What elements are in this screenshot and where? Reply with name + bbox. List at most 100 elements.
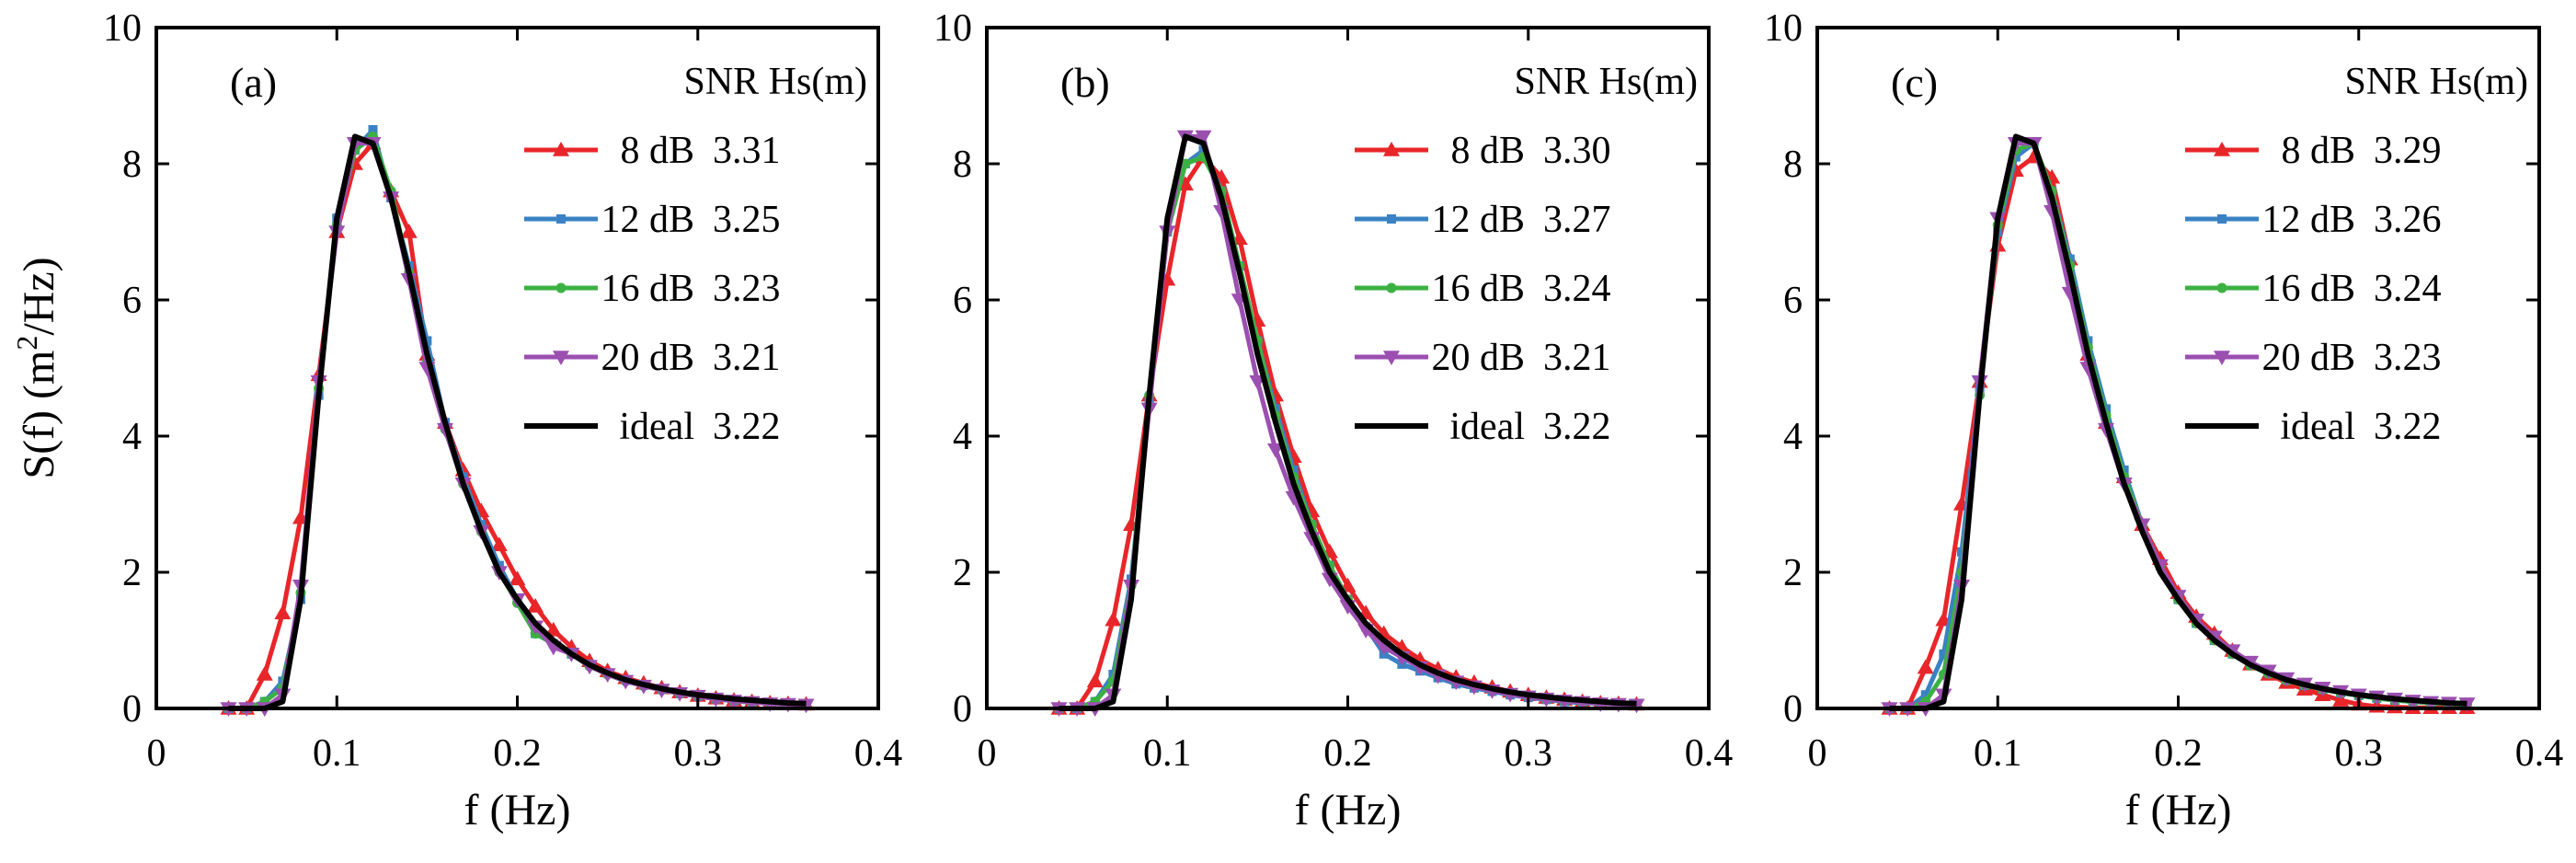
legend-series-name: 20 dB bbox=[1431, 337, 1525, 379]
legend-item: 16 dB 3.24 bbox=[2185, 268, 2442, 310]
x-tick-label: 0 bbox=[978, 732, 997, 775]
series-5 bbox=[1059, 133, 1637, 711]
legend-series-name: 16 dB bbox=[1431, 268, 1525, 310]
data-point bbox=[490, 536, 508, 552]
legend-series-name: ideal bbox=[2280, 406, 2355, 448]
data-point bbox=[509, 570, 526, 586]
y-tick-label: 0 bbox=[1783, 688, 1803, 731]
legend-item: 16 dB 3.23 bbox=[524, 268, 781, 310]
legend-marker bbox=[1383, 142, 1400, 156]
y-tick-label: 10 bbox=[1764, 7, 1803, 50]
legend-hs-value: 3.21 bbox=[1543, 337, 1611, 379]
data-point bbox=[256, 666, 273, 681]
legend-item: 12 dB 3.25 bbox=[524, 199, 781, 241]
x-tick-label: 0.3 bbox=[1505, 732, 1553, 775]
legend-series-name: 12 dB bbox=[601, 199, 694, 241]
y-tick-label: 8 bbox=[953, 144, 972, 186]
legend: SNR Hs(m) 8 dB 3.29 12 dB 3.26 16 dB 3.24 20 dB… bbox=[2185, 61, 2528, 448]
x-tick-label: 0.1 bbox=[1143, 732, 1192, 775]
chart-panel-1: 0 0.1 0.2 0.3 0.4 0 2 4 6 8 10 f (Hz) S(f) (m2/Hz) (a… bbox=[10, 7, 902, 834]
legend-series-name: 16 dB bbox=[2261, 268, 2355, 310]
legend-item: 16 dB 3.24 bbox=[1355, 268, 1611, 310]
data-point bbox=[1086, 673, 1104, 688]
series-5 bbox=[228, 133, 807, 711]
legend-marker bbox=[2214, 351, 2230, 365]
x-tick-label: 0 bbox=[147, 732, 166, 775]
y-axis-label: S(f) (m2/Hz) bbox=[10, 257, 63, 478]
data-point bbox=[400, 224, 418, 238]
legend-item: 8 dB 3.31 bbox=[524, 130, 781, 172]
legend-hs-value: 3.26 bbox=[2374, 199, 2442, 241]
legend-marker bbox=[1386, 282, 1397, 293]
legend-hs-value: 3.23 bbox=[2374, 337, 2442, 379]
legend-hs-value: 3.30 bbox=[1543, 130, 1611, 172]
legend-hs-value: 3.22 bbox=[2374, 406, 2442, 448]
y-tick-label: 8 bbox=[1783, 144, 1803, 186]
data-point bbox=[1195, 130, 1212, 145]
data-point bbox=[274, 604, 292, 620]
y-tick-label: 6 bbox=[953, 280, 972, 322]
data-point bbox=[368, 125, 378, 134]
legend-marker bbox=[1387, 214, 1396, 224]
legend-hs-value: 3.22 bbox=[713, 406, 781, 448]
legend-marker bbox=[553, 351, 569, 365]
chart-panel-3: 0 0.1 0.2 0.3 0.4 0 2 4 6 8 10 f (Hz) (c) SNR Hs(m) 8 … bbox=[1764, 7, 2563, 834]
legend-item: 20 dB 3.23 bbox=[2185, 337, 2442, 379]
legend-series-name: 20 dB bbox=[601, 337, 694, 379]
legend: SNR Hs(m) 8 dB 3.30 12 dB 3.27 16 dB 3.24 20 dB… bbox=[1355, 61, 1698, 448]
legend-hs-value: 3.24 bbox=[2374, 268, 2442, 310]
x-tick-label: 0.4 bbox=[854, 732, 903, 775]
legend-item: 8 dB 3.30 bbox=[1355, 130, 1611, 172]
y-tick-label: 2 bbox=[953, 552, 972, 594]
panel-label: (b) bbox=[1060, 59, 1110, 106]
legend-series-name: 12 dB bbox=[1431, 199, 1525, 241]
legend-series-name: 20 dB bbox=[2261, 337, 2355, 379]
y-tick-label: 0 bbox=[122, 688, 142, 731]
y-tick-label: 8 bbox=[122, 144, 142, 186]
x-tick-label: 0.2 bbox=[2154, 732, 2203, 775]
legend-hs-value: 3.25 bbox=[713, 199, 781, 241]
legend-item: ideal 3.22 bbox=[2185, 406, 2442, 448]
legend-series-name: 16 dB bbox=[601, 268, 694, 310]
legend: SNR Hs(m) 8 dB 3.31 12 dB 3.25 16 dB 3.23 20 dB… bbox=[524, 61, 867, 448]
x-tick-label: 0.2 bbox=[493, 732, 542, 775]
chart-panel-2: 0 0.1 0.2 0.3 0.4 0 2 4 6 8 10 f (Hz) (b) SNR Hs(m) 8 … bbox=[933, 7, 1733, 834]
legend-marker bbox=[553, 142, 569, 156]
x-tick-label: 0.3 bbox=[2335, 732, 2384, 775]
series-line bbox=[1889, 133, 2467, 711]
x-axis-label: f (Hz) bbox=[464, 786, 571, 834]
legend-title: SNR Hs(m) bbox=[1514, 61, 1698, 103]
data-point bbox=[1939, 649, 1949, 659]
y-tick-label: 4 bbox=[122, 416, 142, 458]
legend-hs-value: 3.29 bbox=[2374, 130, 2442, 172]
data-point bbox=[1920, 690, 1930, 700]
data-point bbox=[527, 598, 544, 613]
legend-series-name: 8 dB bbox=[2281, 130, 2355, 172]
x-tick-label: 0 bbox=[1808, 732, 1827, 775]
x-tick-label: 0.2 bbox=[1323, 732, 1372, 775]
series-line bbox=[1059, 133, 1637, 711]
legend-hs-value: 3.23 bbox=[713, 268, 781, 310]
legend-item: ideal 3.22 bbox=[524, 406, 781, 448]
legend-hs-value: 3.21 bbox=[713, 337, 781, 379]
panel-label: (a) bbox=[230, 59, 277, 106]
y-tick-label: 4 bbox=[1783, 416, 1803, 458]
data-point bbox=[1267, 443, 1284, 458]
legend-marker bbox=[556, 214, 566, 224]
legend-series-name: ideal bbox=[1449, 406, 1525, 448]
data-point bbox=[422, 336, 432, 346]
legend-item: 12 dB 3.27 bbox=[1355, 199, 1611, 241]
y-tick-label: 2 bbox=[1783, 552, 1803, 594]
legend-series-name: ideal bbox=[619, 406, 694, 448]
x-tick-label: 0.1 bbox=[313, 732, 361, 775]
y-tick-label: 10 bbox=[103, 7, 142, 50]
series-line bbox=[228, 133, 807, 711]
legend-marker bbox=[2216, 282, 2227, 293]
legend-item: 8 dB 3.29 bbox=[2185, 130, 2442, 172]
x-tick-label: 0.1 bbox=[1974, 732, 2022, 775]
legend-item: 20 dB 3.21 bbox=[1355, 337, 1611, 379]
legend-hs-value: 3.24 bbox=[1543, 268, 1611, 310]
legend-title: SNR Hs(m) bbox=[683, 61, 867, 103]
data-point bbox=[1917, 659, 1934, 674]
